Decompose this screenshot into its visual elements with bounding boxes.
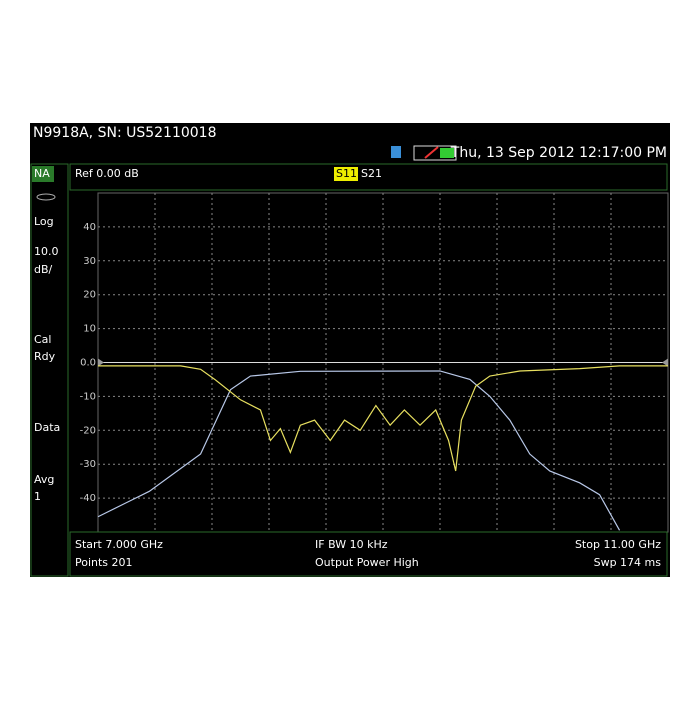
scale-type: Log bbox=[34, 215, 54, 228]
mode[interactable]: NA bbox=[34, 167, 50, 180]
footer-box bbox=[69, 531, 668, 577]
avg-label: Avg bbox=[34, 473, 54, 486]
sweep-time: Swp 174 ms bbox=[594, 556, 662, 569]
header-title: N9918A, SN: US52110018 bbox=[33, 125, 217, 141]
trace-1 bbox=[98, 365, 668, 472]
battery-level bbox=[440, 148, 454, 158]
battery-icon bbox=[413, 145, 457, 161]
avg-value: 1 bbox=[34, 490, 41, 503]
trace-0 bbox=[97, 370, 621, 531]
usb-icon bbox=[391, 146, 401, 158]
other-trace[interactable]: S21 bbox=[361, 167, 382, 180]
stop-freq: Stop 11.00 GHz bbox=[575, 538, 661, 551]
y-tick-label: 10 bbox=[83, 324, 96, 335]
sweep-icon bbox=[36, 193, 56, 201]
sidebar bbox=[30, 163, 69, 577]
ref-marker-right bbox=[662, 358, 668, 367]
ref-label: Ref 0.00 dB bbox=[75, 167, 139, 180]
active-trace[interactable]: S11 bbox=[336, 167, 357, 180]
if-bw: IF BW 10 kHz bbox=[315, 538, 388, 551]
y-tick-label: -10 bbox=[80, 391, 96, 402]
ref-marker-left bbox=[98, 358, 104, 367]
mode-box[interactable] bbox=[32, 166, 54, 182]
y-tick-label: 0.0 bbox=[80, 358, 96, 369]
datetime: Thu, 13 Sep 2012 12:17:00 PM bbox=[450, 145, 667, 161]
cal: Cal bbox=[34, 333, 51, 346]
points: Points 201 bbox=[75, 556, 133, 569]
display bbox=[30, 123, 670, 577]
ref-bar bbox=[69, 163, 668, 191]
y-tick-label: -30 bbox=[80, 459, 96, 470]
y-tick-label: -40 bbox=[80, 493, 96, 504]
scale-value: 10.0 bbox=[34, 245, 59, 258]
y-tick-label: 30 bbox=[83, 256, 96, 267]
output-power: Output Power High bbox=[315, 556, 419, 569]
cal-state: Rdy bbox=[34, 350, 56, 363]
y-tick-label: 20 bbox=[83, 290, 96, 301]
scale-unit: dB/ bbox=[34, 263, 53, 276]
y-tick-label: -20 bbox=[80, 425, 96, 436]
active-trace-box[interactable] bbox=[334, 167, 358, 181]
battery-flag bbox=[424, 146, 439, 159]
display-mode: Data bbox=[34, 421, 60, 434]
start-freq: Start 7.000 GHz bbox=[75, 538, 163, 551]
y-tick-label: 40 bbox=[83, 222, 96, 233]
